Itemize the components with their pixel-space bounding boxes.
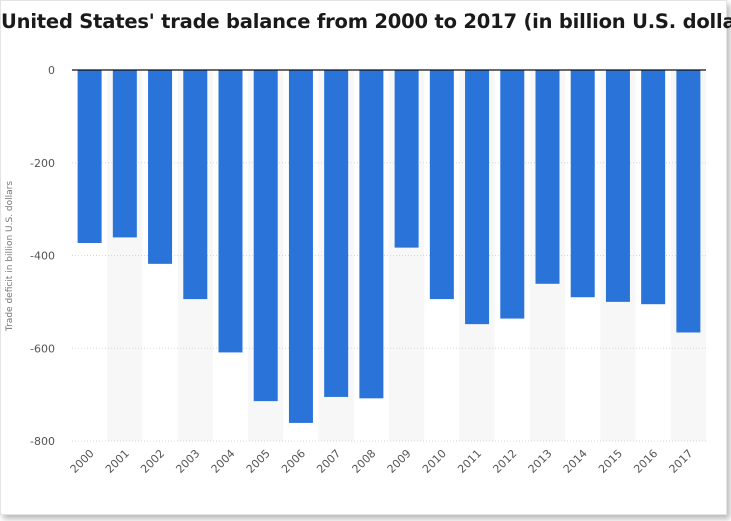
x-tick-label: 2001	[103, 447, 132, 476]
y-tick-label: 0	[48, 64, 55, 77]
bar-2007	[324, 70, 349, 397]
bar-2004	[218, 70, 243, 353]
y-tick-label: -800	[30, 435, 55, 448]
x-tick-label: 2002	[138, 447, 167, 476]
y-tick-label: -400	[30, 250, 55, 263]
x-tick-label: 2014	[561, 447, 590, 476]
x-tick-label: 2011	[455, 447, 484, 476]
x-tick-label: 2015	[596, 447, 625, 476]
bar-2017	[676, 70, 701, 333]
x-tick-label: 2007	[314, 447, 343, 476]
x-tick-label: 2000	[68, 447, 97, 476]
bar-2003	[183, 70, 208, 300]
bar-2013	[535, 70, 560, 284]
bar-2012	[500, 70, 525, 319]
x-tick-label: 2012	[490, 447, 519, 476]
x-tick-label: 2006	[279, 447, 308, 476]
bar-2009	[394, 70, 419, 248]
bar-2000	[77, 70, 102, 243]
bar-2002	[148, 70, 173, 264]
x-tick-label: 2016	[631, 447, 660, 476]
bar-2006	[288, 70, 313, 423]
y-tick-label: -600	[30, 342, 55, 355]
x-tick-label: 2013	[526, 447, 555, 476]
chart-title: United States' trade balance from 2000 t…	[1, 10, 731, 33]
bar-2014	[570, 70, 595, 298]
x-tick-label: 2009	[385, 447, 414, 476]
bar-2010	[429, 70, 454, 300]
y-tick-label: -200	[30, 157, 55, 170]
x-tick-label: 2010	[420, 447, 449, 476]
bar-2008	[359, 70, 384, 399]
x-tick-label: 2017	[667, 447, 696, 476]
bar-2016	[641, 70, 666, 305]
bar-2005	[253, 70, 278, 402]
bar-2001	[112, 70, 137, 238]
x-tick-label: 2005	[244, 447, 273, 476]
bar-2015	[605, 70, 630, 302]
bar-2011	[465, 70, 490, 325]
x-tick-label: 2003	[173, 447, 202, 476]
x-tick-label: 2004	[209, 447, 238, 476]
x-tick-label: 2008	[350, 447, 379, 476]
y-axis-label: Trade deficit in billion U.S. dollars	[5, 181, 15, 332]
